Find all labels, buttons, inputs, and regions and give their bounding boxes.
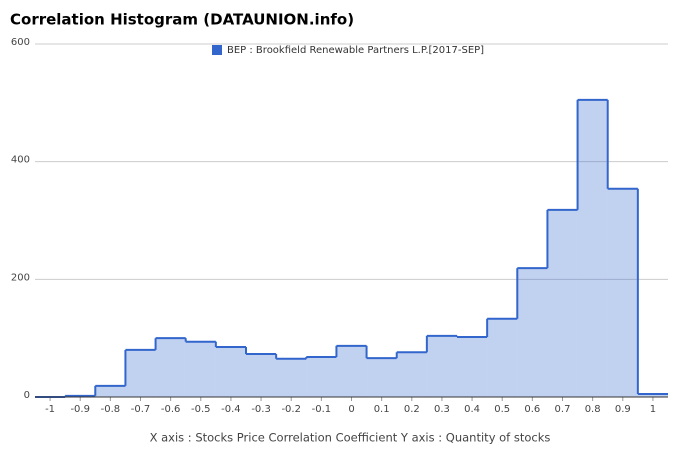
chart-title: Correlation Histogram (DATAUNION.info) <box>10 11 354 29</box>
legend-label: BEP : Brookfield Renewable Partners L.P.… <box>227 45 484 56</box>
x-tick-label: -0.6 <box>161 404 181 415</box>
x-tick-label: -0.2 <box>281 404 301 415</box>
x-tick-label: -0.5 <box>191 404 211 415</box>
y-tick-label: 400 <box>11 155 30 166</box>
bar <box>215 346 246 397</box>
x-tick-label: 0.2 <box>404 404 420 415</box>
bar <box>185 341 216 397</box>
x-tick-label: 0.3 <box>434 404 450 415</box>
y-tick-label: 600 <box>11 37 30 48</box>
bar <box>246 354 277 397</box>
bar <box>487 318 518 397</box>
bar <box>517 268 548 397</box>
bar <box>547 209 578 397</box>
x-tick-label: 0.9 <box>615 404 631 415</box>
x-tick-label: 0.4 <box>464 404 480 415</box>
bar <box>637 394 668 397</box>
bar <box>276 358 307 397</box>
x-tick-label: 0.8 <box>585 404 601 415</box>
x-tick-label: 0 <box>348 404 354 415</box>
bar <box>95 385 126 397</box>
bar <box>336 345 367 397</box>
x-axis-label: X axis : Stocks Price Correlation Coeffi… <box>150 431 551 445</box>
x-tick-label: -0.4 <box>221 404 241 415</box>
x-tick-label: -0.7 <box>131 404 151 415</box>
x-tick-label: -0.3 <box>251 404 271 415</box>
x-tick-label: -0.8 <box>101 404 121 415</box>
x-tick-label: 0.6 <box>524 404 540 415</box>
bar <box>396 352 427 397</box>
bar <box>306 356 337 397</box>
x-tick-label: 0.5 <box>494 404 510 415</box>
y-tick-label: 0 <box>24 390 30 401</box>
bar <box>125 349 156 397</box>
bar <box>426 335 457 397</box>
x-tick-label: 1 <box>650 404 656 415</box>
x-tick-label: -1 <box>45 404 55 415</box>
x-tick-label: -0.9 <box>70 404 90 415</box>
y-tick-label: 200 <box>11 272 30 283</box>
x-tick-label: 0.1 <box>374 404 390 415</box>
bar <box>607 188 638 397</box>
bar <box>577 99 608 398</box>
bar <box>155 338 186 397</box>
legend-swatch <box>212 45 222 55</box>
bar <box>457 336 488 397</box>
x-tick-label: -0.1 <box>312 404 332 415</box>
x-tick-label: 0.7 <box>555 404 571 415</box>
bar <box>366 358 397 397</box>
